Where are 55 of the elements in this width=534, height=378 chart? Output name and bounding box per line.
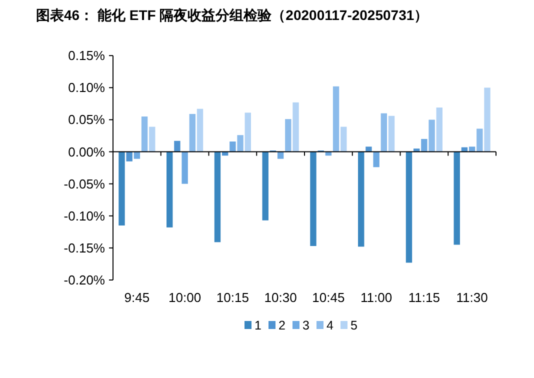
bar [310,152,316,246]
legend-label: 3 [302,318,310,332]
x-tick-label: 11:00 [360,290,392,305]
y-tick-label: -0.20% [64,272,106,288]
bar [468,146,476,152]
legend-label: 1 [254,318,262,332]
bar [406,152,412,263]
bar [244,112,251,152]
x-tick-label: 10:00 [168,290,202,305]
bar [340,126,347,152]
y-tick-label: 0.10% [68,80,106,96]
bar [262,152,268,220]
legend-label: 5 [350,318,358,332]
bar [174,140,180,152]
y-tick-label: 0.05% [68,112,106,128]
y-tick-label: 0.00% [68,144,106,160]
bar [421,138,428,152]
bar [126,152,132,162]
bar [484,88,490,152]
bar [230,142,236,152]
x-tick-label: 10:15 [216,290,249,305]
bar [373,152,380,168]
bar [413,148,420,152]
x-tick-label: 9:45 [124,290,150,305]
y-tick-label: -0.10% [64,208,106,224]
bar [292,102,299,152]
bar [358,152,364,247]
bar [285,119,292,152]
y-tick-label: 0.15% [68,48,106,64]
bar [182,152,188,184]
bar [476,128,483,152]
bar [118,152,125,226]
x-tick-label: 11:30 [456,290,488,305]
chart-title: 图表46： 能化 ETF 隔夜收益分组检验（20200117-20250731） [36,7,428,23]
bar [189,114,196,152]
bar [380,113,388,152]
bar [428,120,435,152]
bar [196,108,204,152]
bar [166,152,173,228]
bar [454,152,460,245]
x-tick-label: 10:45 [312,290,345,305]
bar [214,152,221,242]
bar [436,108,442,152]
bar [388,116,395,152]
legend-label: 4 [326,318,334,332]
y-tick-label: -0.05% [64,176,106,192]
bar [366,146,372,152]
bar [149,126,156,152]
legend-label: 2 [278,318,286,332]
x-tick-label: 11:15 [408,290,440,305]
bar [237,135,244,152]
bar [141,116,148,152]
y-tick-label: -0.15% [64,240,106,256]
bar [332,86,340,152]
x-tick-label: 10:30 [264,290,297,305]
